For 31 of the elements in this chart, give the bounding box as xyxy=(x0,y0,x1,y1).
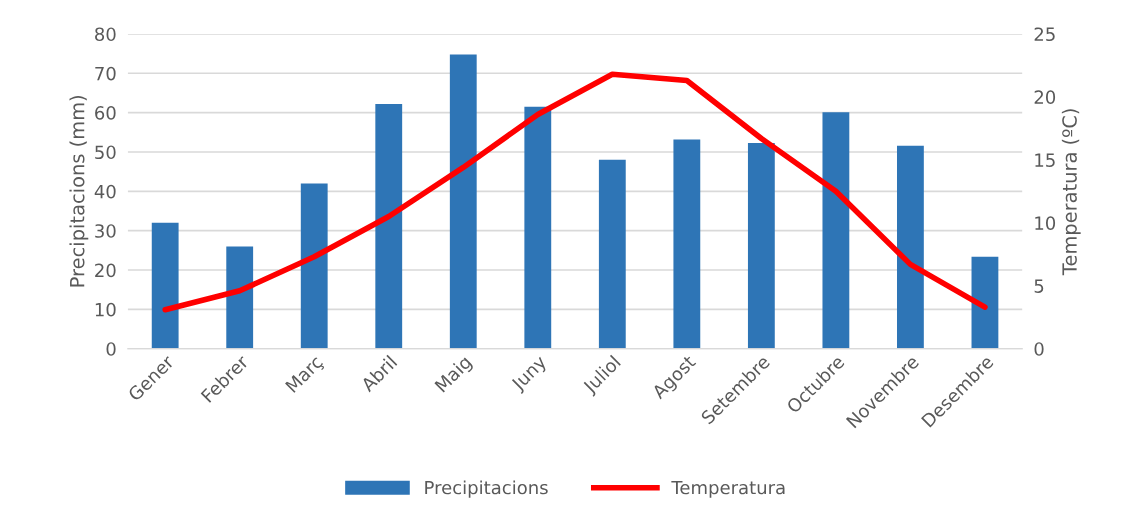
y-tick-label: 0 xyxy=(106,342,116,356)
bar xyxy=(598,159,626,349)
y-tick-label: 20 xyxy=(95,263,116,278)
bar xyxy=(449,54,477,349)
bar xyxy=(897,145,924,349)
y-tick-label: 80 xyxy=(95,27,116,42)
y2-tick-label: 15 xyxy=(1035,153,1055,167)
y2-tick-label: 25 xyxy=(1034,27,1055,42)
y-tick-label: 50 xyxy=(95,145,116,160)
bar xyxy=(375,103,403,349)
bar xyxy=(226,246,254,349)
bar xyxy=(673,139,701,349)
y2-tick-label: 0 xyxy=(1034,342,1044,356)
legend-label: Precipitacions xyxy=(425,480,548,498)
y2-axis-title: Temperatura (ºC) xyxy=(1061,109,1081,276)
legend-label: Temperatura xyxy=(671,480,785,498)
y-tick-label: 30 xyxy=(95,224,116,238)
y2-tick-label: 20 xyxy=(1034,90,1056,104)
bar xyxy=(747,142,775,349)
y-tick-label: 40 xyxy=(94,184,116,199)
bar xyxy=(971,256,999,349)
bar xyxy=(822,112,850,349)
bar xyxy=(524,106,552,349)
y-tick-label: 60 xyxy=(95,106,116,120)
bar xyxy=(151,222,179,349)
y2-tick-label: 5 xyxy=(1034,279,1044,293)
y-tick-label: 70 xyxy=(95,66,116,81)
bar xyxy=(300,183,328,349)
y2-tick-label: 10 xyxy=(1035,216,1056,230)
y-tick-label: 10 xyxy=(95,302,116,317)
y-axis-title: Precipitacions (mm) xyxy=(69,96,89,287)
